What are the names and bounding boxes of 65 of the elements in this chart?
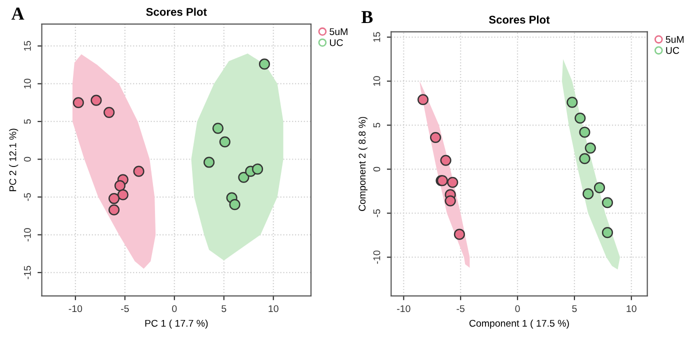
point	[252, 164, 264, 175]
point	[582, 188, 594, 200]
point	[212, 122, 224, 134]
x-tick-label: 10	[268, 305, 278, 312]
y-tick-label: 15	[373, 32, 380, 42]
legend-label: 5uM	[330, 28, 348, 36]
point	[440, 154, 452, 166]
x-tick-label: 10	[626, 305, 636, 312]
y-tick-label: 10	[373, 76, 380, 86]
y-axis-title: PC 2 ( 12.1 %)	[9, 128, 18, 192]
point	[430, 132, 442, 144]
point	[90, 94, 102, 106]
x-axis-title: PC 1 ( 17.7 %)	[145, 320, 208, 329]
chart-title: Scores Plot	[488, 15, 550, 24]
x-tick-label: 0	[515, 305, 520, 312]
point	[117, 189, 128, 200]
point	[566, 96, 578, 108]
y-tick-label: 10	[24, 78, 31, 88]
x-tick-label: 5	[222, 305, 226, 312]
point	[219, 136, 230, 148]
point	[72, 97, 84, 108]
point	[602, 227, 614, 238]
point	[574, 112, 586, 124]
y-tick-label: 5	[373, 122, 380, 128]
x-tick-label: 5	[572, 305, 577, 312]
point	[447, 176, 458, 188]
y-tick-label: -10	[373, 250, 380, 264]
x-tick-label: -5	[456, 305, 465, 312]
point	[229, 199, 240, 210]
point	[204, 156, 215, 168]
point	[108, 192, 120, 204]
text: B	[361, 11, 373, 24]
x-tick-label: -10	[397, 305, 410, 312]
point	[454, 228, 465, 240]
y-tick-label: -5	[24, 193, 31, 201]
y-axis-title: Component 2 ( 8.8 %)	[358, 116, 368, 211]
point	[114, 180, 126, 192]
text: A	[11, 8, 24, 20]
y-tick-label: -10	[24, 228, 31, 242]
point	[258, 58, 270, 70]
point	[579, 126, 590, 138]
chart-title: Scores Plot	[146, 8, 207, 16]
x-tick-label: 0	[172, 305, 177, 312]
point	[579, 153, 590, 164]
x-tick-label: -5	[121, 305, 129, 312]
point	[444, 195, 456, 206]
y-tick-label: 15	[24, 40, 31, 51]
point	[104, 106, 115, 118]
point	[584, 142, 596, 154]
y-tick-label: 0	[24, 156, 31, 162]
point	[238, 172, 250, 183]
y-tick-label: 0	[373, 166, 380, 172]
y-tick-label: -15	[24, 266, 31, 280]
y-tick-label: 5	[24, 119, 31, 124]
legend-label: UC	[330, 39, 343, 46]
point	[417, 94, 429, 106]
legend-label: UC	[666, 47, 680, 54]
point	[602, 197, 614, 208]
point	[594, 182, 606, 194]
legend-label: 5uM	[666, 36, 684, 43]
y-tick-label: -5	[373, 209, 380, 218]
x-axis-title: Component 1 ( 17.5 %)	[469, 320, 569, 329]
point	[108, 204, 120, 216]
x-tick-label: -10	[68, 305, 82, 312]
point	[133, 166, 144, 177]
